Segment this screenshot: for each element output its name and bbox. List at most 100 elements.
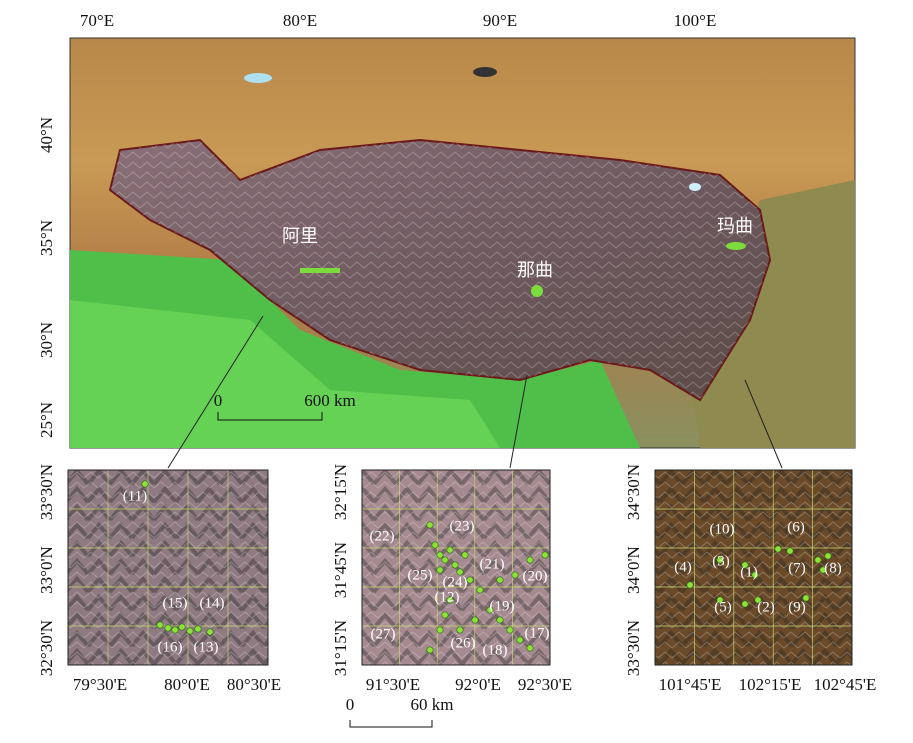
station-point bbox=[824, 552, 832, 560]
inset-texture bbox=[68, 470, 268, 665]
station-point bbox=[496, 616, 504, 624]
station-point bbox=[741, 561, 749, 569]
station-label: (19) bbox=[490, 598, 515, 614]
station-point bbox=[466, 576, 474, 584]
lat-label: 34°0'N bbox=[624, 546, 643, 594]
main-map bbox=[69, 37, 856, 469]
station-point bbox=[426, 646, 434, 654]
station-point bbox=[431, 541, 439, 549]
station-point bbox=[476, 586, 484, 594]
lat-label: 33°30'N bbox=[624, 620, 643, 676]
station-point bbox=[426, 521, 434, 529]
inset-map bbox=[654, 469, 853, 666]
station-point bbox=[456, 626, 464, 634]
station-label: (22) bbox=[370, 528, 395, 544]
lon-label: 80°E bbox=[283, 11, 317, 30]
station-point bbox=[526, 556, 534, 564]
lat-label: 34°30'N bbox=[624, 464, 643, 520]
lon-label: 80°0'E bbox=[164, 675, 210, 694]
station-point bbox=[456, 568, 464, 576]
station-point bbox=[506, 626, 514, 634]
lon-label: 91°30'E bbox=[366, 675, 420, 694]
scale-bar bbox=[349, 720, 433, 728]
station-label: (17) bbox=[525, 625, 550, 641]
station-point bbox=[471, 616, 479, 624]
station-point bbox=[496, 576, 504, 584]
lat-label: 33°0'N bbox=[37, 546, 56, 594]
station-point bbox=[206, 628, 214, 636]
inset-map bbox=[67, 469, 269, 666]
station-point bbox=[436, 566, 444, 574]
station-point bbox=[754, 596, 762, 604]
lat-label: 30°N bbox=[37, 322, 56, 358]
station-point bbox=[156, 621, 164, 629]
station-label: (13) bbox=[194, 639, 219, 655]
station-label: (7) bbox=[788, 560, 806, 576]
lon-label: 80°30'E bbox=[227, 675, 281, 694]
lon-label: 101°45'E bbox=[659, 675, 722, 694]
lat-label: 25°N bbox=[37, 402, 56, 438]
place-name: 玛曲 bbox=[717, 216, 753, 236]
lat-label: 35°N bbox=[37, 220, 56, 256]
lon-label: 70°E bbox=[80, 11, 114, 30]
lon-label: 92°0'E bbox=[455, 675, 501, 694]
station-label: (11) bbox=[123, 488, 147, 504]
station-point bbox=[141, 480, 149, 488]
station-label: (27) bbox=[371, 626, 396, 642]
station-point bbox=[451, 561, 459, 569]
station-label: (8) bbox=[824, 560, 842, 576]
lon-label: 92°30'E bbox=[518, 675, 572, 694]
station-point bbox=[814, 556, 822, 564]
station-point bbox=[446, 596, 454, 604]
station-label: (18) bbox=[483, 642, 508, 658]
station-point bbox=[516, 636, 524, 644]
inset-frame bbox=[361, 469, 551, 666]
station-label: (1) bbox=[740, 564, 758, 580]
lat-label: 33°30'N bbox=[37, 464, 56, 520]
station-point bbox=[716, 596, 724, 604]
station-point bbox=[526, 644, 534, 652]
inset-frame bbox=[67, 469, 269, 666]
station-point bbox=[819, 566, 827, 574]
station-point bbox=[716, 556, 724, 564]
station-point bbox=[486, 606, 494, 614]
station-point bbox=[178, 623, 186, 631]
station-label: (16) bbox=[158, 639, 183, 655]
station-point bbox=[461, 551, 469, 559]
station-label: (12) bbox=[435, 589, 460, 605]
station-label: (10) bbox=[710, 521, 735, 537]
station-label: (5) bbox=[714, 599, 732, 615]
lat-label: 40°N bbox=[37, 117, 56, 153]
station-label: (21) bbox=[480, 556, 505, 572]
station-point bbox=[786, 547, 794, 555]
station-label: (9) bbox=[788, 599, 806, 615]
lat-label: 32°15'N bbox=[331, 464, 350, 520]
place-name: 那曲 bbox=[517, 260, 553, 280]
station-label: (6) bbox=[787, 519, 805, 535]
station-label: (4) bbox=[674, 559, 692, 575]
inset-texture bbox=[655, 470, 852, 665]
station-point bbox=[741, 600, 749, 608]
station-point bbox=[774, 545, 782, 553]
lon-label: 90°E bbox=[483, 11, 517, 30]
station-point bbox=[541, 551, 549, 559]
station-label: (26) bbox=[451, 635, 476, 651]
station-label: (3) bbox=[712, 553, 730, 569]
station-point bbox=[436, 551, 444, 559]
station-point bbox=[436, 626, 444, 634]
lat-label: 31°45'N bbox=[331, 542, 350, 598]
station-label: (15) bbox=[163, 595, 188, 611]
scale-label: 0 bbox=[346, 695, 355, 714]
station-point bbox=[186, 627, 194, 635]
station-point bbox=[171, 626, 179, 634]
station-point bbox=[441, 611, 449, 619]
lon-label: 79°30'E bbox=[73, 675, 127, 694]
station-point bbox=[751, 571, 759, 579]
place-name: 阿里 bbox=[282, 226, 318, 246]
station-label: (2) bbox=[757, 599, 775, 615]
station-point bbox=[446, 546, 454, 554]
station-label: (14) bbox=[200, 595, 225, 611]
station-point bbox=[802, 594, 810, 602]
station-label: (24) bbox=[443, 574, 468, 590]
